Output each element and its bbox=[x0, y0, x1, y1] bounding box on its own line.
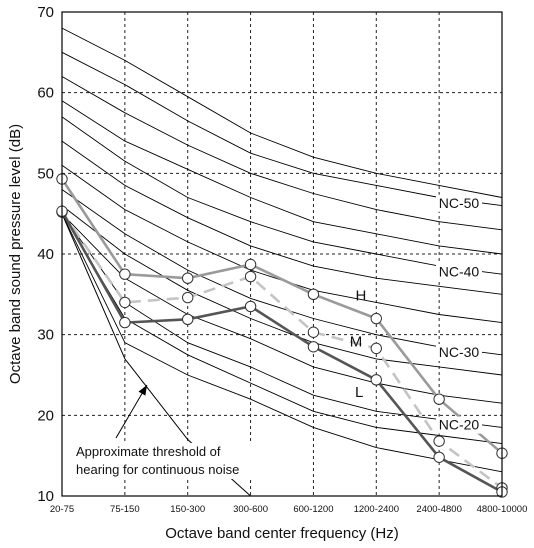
nc-curve-label: NC-20 bbox=[439, 417, 480, 433]
data-point bbox=[244, 270, 257, 283]
x-tick-label: 150-300 bbox=[170, 504, 205, 515]
data-point bbox=[244, 300, 257, 313]
nc-curves bbox=[61, 27, 503, 473]
x-tick-label: 75-150 bbox=[110, 504, 140, 515]
data-point bbox=[307, 341, 320, 353]
y-tick-label: 70 bbox=[37, 4, 54, 21]
data-point bbox=[119, 268, 131, 280]
x-tick-label: 1200-2400 bbox=[354, 504, 399, 515]
nc-curve bbox=[61, 76, 503, 231]
y-tick-label: 30 bbox=[37, 327, 54, 344]
data-point bbox=[370, 342, 382, 355]
x-tick-label: 600-1200 bbox=[293, 504, 333, 515]
nc-curve bbox=[61, 205, 503, 376]
nc-label-bg bbox=[436, 344, 482, 362]
nc-curve bbox=[61, 51, 503, 207]
series-name-label: L bbox=[355, 384, 363, 401]
nc-curve bbox=[61, 140, 503, 295]
data-point bbox=[370, 374, 382, 386]
nc-curve-label: NC-40 bbox=[439, 263, 480, 279]
nc-label-bg bbox=[436, 194, 482, 212]
nc-curve bbox=[61, 116, 503, 275]
nc-curve bbox=[61, 189, 503, 356]
series-name-label: M bbox=[350, 333, 363, 350]
data-point bbox=[433, 393, 445, 405]
nc-curve bbox=[61, 213, 503, 473]
data-point bbox=[307, 288, 320, 301]
y-axis-label: Octave band sound pressure level (dB) bbox=[7, 124, 24, 384]
plot-frame bbox=[61, 11, 503, 497]
series-line bbox=[60, 210, 503, 494]
x-tick-label: 20-75 bbox=[50, 504, 74, 515]
annotation-background bbox=[72, 443, 284, 479]
data-point bbox=[119, 316, 131, 329]
nc-curve-label: NC-30 bbox=[439, 344, 480, 360]
data-point bbox=[182, 272, 194, 284]
x-axis-label: Octave band center frequency (Hz) bbox=[165, 525, 398, 542]
annotation-line-2: hearing for continuous noise bbox=[76, 462, 239, 477]
x-tick-label: 2400-4800 bbox=[416, 504, 461, 515]
nc-label-bg bbox=[436, 263, 482, 281]
series-line bbox=[60, 211, 503, 489]
data-point bbox=[433, 451, 445, 463]
labels: NC-50 NC-40 NC-30 NC-20 H M L bbox=[350, 194, 482, 434]
y-tick-label: 40 bbox=[37, 246, 54, 263]
data-point bbox=[119, 296, 131, 309]
nc-curve-label: NC-50 bbox=[439, 195, 480, 211]
annotation-arrow bbox=[115, 384, 148, 439]
data-point bbox=[244, 258, 257, 271]
series-name-label: H bbox=[355, 288, 366, 305]
y-tick-label: 10 bbox=[37, 488, 54, 505]
data-point bbox=[307, 326, 320, 338]
data-point bbox=[433, 435, 445, 447]
x-tick-label: 4800-10000 bbox=[477, 504, 528, 515]
data-point bbox=[182, 313, 194, 326]
nc-label-bg bbox=[436, 416, 482, 434]
y-tick-label: 60 bbox=[37, 85, 54, 102]
nc-curve bbox=[61, 27, 503, 198]
nc-curve bbox=[61, 100, 503, 255]
measurement-series bbox=[56, 173, 508, 498]
data-point bbox=[370, 312, 382, 325]
data-point bbox=[182, 291, 194, 304]
threshold-annotation: Approximate threshold of hearing for con… bbox=[72, 384, 284, 479]
y-tick-label: 50 bbox=[37, 165, 54, 182]
y-ticks: 10 20 30 40 50 60 70 bbox=[37, 4, 54, 505]
y-tick-label: 20 bbox=[37, 407, 54, 424]
annotation-line-1: Approximate threshold of bbox=[76, 444, 221, 459]
nc-curve bbox=[61, 213, 503, 445]
nc-curve bbox=[61, 213, 503, 428]
annotation-arrow-head bbox=[138, 385, 147, 396]
nc-curve bbox=[61, 213, 503, 404]
x-tick-label: 300-600 bbox=[233, 504, 268, 515]
x-ticks: 20-75 75-150 150-300 300-600 600-1200 1200-24… bbox=[50, 504, 528, 515]
series-line bbox=[60, 178, 503, 455]
